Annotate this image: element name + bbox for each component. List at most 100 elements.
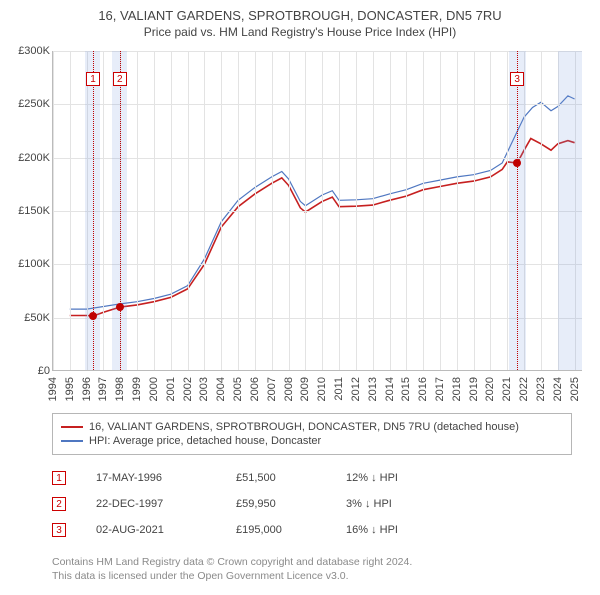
transaction-row: 3 02-AUG-2021 £195,000 16% ↓ HPI bbox=[52, 517, 590, 543]
x-tick-label: 2024 bbox=[552, 377, 564, 401]
grid-v bbox=[204, 51, 205, 370]
transaction-date: 02-AUG-2021 bbox=[96, 524, 206, 536]
chart-area: 12 3 £0 £50K £100K £150K £200K £250K £300K 1994 1… bbox=[10, 45, 590, 405]
transaction-delta: 3% ↓ HPI bbox=[346, 498, 426, 510]
transaction-delta: 16% ↓ HPI bbox=[346, 524, 426, 536]
grid-v bbox=[373, 51, 374, 370]
x-tick-label: 2001 bbox=[165, 377, 177, 401]
chart-title: 16, VALIANT GARDENS, SPROTBROUGH, DONCAS… bbox=[10, 8, 590, 23]
transaction-row-marker: 2 bbox=[52, 497, 66, 511]
x-tick-label: 1994 bbox=[47, 377, 59, 401]
grid-h bbox=[53, 264, 582, 265]
x-tick-label: 2016 bbox=[417, 377, 429, 401]
transaction-dot bbox=[513, 159, 521, 167]
x-tick-label: 2006 bbox=[249, 377, 261, 401]
legend-swatch bbox=[61, 426, 83, 428]
grid-v bbox=[171, 51, 172, 370]
transaction-marker: 3 bbox=[510, 72, 524, 86]
attribution-footer: Contains HM Land Registry data © Crown c… bbox=[52, 555, 590, 583]
legend-label: HPI: Average price, detached house, Donc… bbox=[89, 435, 321, 447]
grid-v bbox=[238, 51, 239, 370]
transaction-row-marker: 1 bbox=[52, 471, 66, 485]
grid-v bbox=[322, 51, 323, 370]
grid-v bbox=[103, 51, 104, 370]
y-tick-label: £250K bbox=[18, 98, 50, 110]
legend-item: 16, VALIANT GARDENS, SPROTBROUGH, DONCAS… bbox=[61, 420, 563, 434]
x-tick-label: 1998 bbox=[114, 377, 126, 401]
grid-v bbox=[305, 51, 306, 370]
legend-swatch bbox=[61, 440, 83, 442]
footer-line-2: This data is licensed under the Open Gov… bbox=[52, 569, 590, 583]
x-tick-label: 2008 bbox=[283, 377, 295, 401]
transaction-vline bbox=[517, 51, 518, 370]
grid-v bbox=[490, 51, 491, 370]
y-tick-label: £150K bbox=[18, 205, 50, 217]
y-tick-label: £100K bbox=[18, 258, 50, 270]
chart-container: 16, VALIANT GARDENS, SPROTBROUGH, DONCAS… bbox=[0, 0, 600, 595]
grid-v bbox=[188, 51, 189, 370]
grid-v bbox=[272, 51, 273, 370]
x-tick-label: 1995 bbox=[64, 377, 76, 401]
transaction-marker: 2 bbox=[113, 72, 127, 86]
grid-v bbox=[339, 51, 340, 370]
grid-h bbox=[53, 104, 582, 105]
legend-label: 16, VALIANT GARDENS, SPROTBROUGH, DONCAS… bbox=[89, 421, 519, 433]
grid-v bbox=[541, 51, 542, 370]
transaction-date: 17-MAY-1996 bbox=[96, 472, 206, 484]
grid-v bbox=[423, 51, 424, 370]
x-tick-label: 2009 bbox=[299, 377, 311, 401]
transaction-row-marker: 3 bbox=[52, 523, 66, 537]
grid-v bbox=[457, 51, 458, 370]
transaction-row: 222-DEC-1997£59,9503% ↓ HPI bbox=[52, 491, 590, 517]
chart-titles: 16, VALIANT GARDENS, SPROTBROUGH, DONCAS… bbox=[10, 8, 590, 39]
transaction-vline bbox=[93, 51, 94, 370]
transaction-marker: 1 bbox=[86, 72, 100, 86]
x-tick-label: 2002 bbox=[182, 377, 194, 401]
transaction-dot bbox=[89, 312, 97, 320]
grid-v bbox=[356, 51, 357, 370]
transaction-price: £59,950 bbox=[236, 498, 316, 510]
x-tick-label: 2018 bbox=[451, 377, 463, 401]
y-tick-label: £0 bbox=[38, 365, 50, 377]
legend: 16, VALIANT GARDENS, SPROTBROUGH, DONCAS… bbox=[52, 413, 572, 455]
grid-v bbox=[70, 51, 71, 370]
grid-v bbox=[137, 51, 138, 370]
x-tick-label: 1999 bbox=[131, 377, 143, 401]
transaction-dot bbox=[116, 303, 124, 311]
grid-h bbox=[53, 158, 582, 159]
transaction-price: £51,500 bbox=[236, 472, 316, 484]
x-tick-label: 2010 bbox=[316, 377, 328, 401]
x-tick-label: 2017 bbox=[434, 377, 446, 401]
x-tick-label: 2014 bbox=[384, 377, 396, 401]
y-tick-label: £200K bbox=[18, 152, 50, 164]
grid-v bbox=[255, 51, 256, 370]
grid-v bbox=[154, 51, 155, 370]
shaded-band bbox=[558, 51, 582, 370]
x-tick-label: 2020 bbox=[484, 377, 496, 401]
x-tick-label: 2021 bbox=[501, 377, 513, 401]
y-tick-label: £300K bbox=[18, 45, 50, 57]
plot-region: 12 3 bbox=[52, 51, 582, 371]
x-tick-label: 2022 bbox=[518, 377, 530, 401]
x-tick-label: 2007 bbox=[266, 377, 278, 401]
transaction-row: 1 17-MAY-1996 £51,500 12% ↓ HPI bbox=[52, 465, 590, 491]
x-tick-label: 2015 bbox=[400, 377, 412, 401]
grid-v bbox=[53, 51, 54, 370]
grid-v bbox=[474, 51, 475, 370]
transactions-table: 117-MAY-1996£51,50012% ↓ HPI222-DEC-1997… bbox=[52, 465, 590, 543]
x-tick-label: 1997 bbox=[97, 377, 109, 401]
x-tick-label: 2003 bbox=[198, 377, 210, 401]
x-tick-label: 2005 bbox=[232, 377, 244, 401]
x-tick-label: 1996 bbox=[81, 377, 93, 401]
transaction-price: £195,000 bbox=[236, 524, 316, 536]
chart-subtitle: Price paid vs. HM Land Registry's House … bbox=[10, 25, 590, 39]
grid-v bbox=[440, 51, 441, 370]
x-tick-label: 2011 bbox=[333, 377, 345, 401]
transaction-vline bbox=[120, 51, 121, 370]
transaction-delta: 12% ↓ HPI bbox=[346, 472, 426, 484]
x-tick-label: 2012 bbox=[350, 377, 362, 401]
footer-line-1: Contains HM Land Registry data © Crown c… bbox=[52, 555, 590, 569]
x-tick-label: 2013 bbox=[367, 377, 379, 401]
y-tick-label: £50K bbox=[24, 312, 50, 324]
x-tick-label: 2025 bbox=[569, 377, 581, 401]
